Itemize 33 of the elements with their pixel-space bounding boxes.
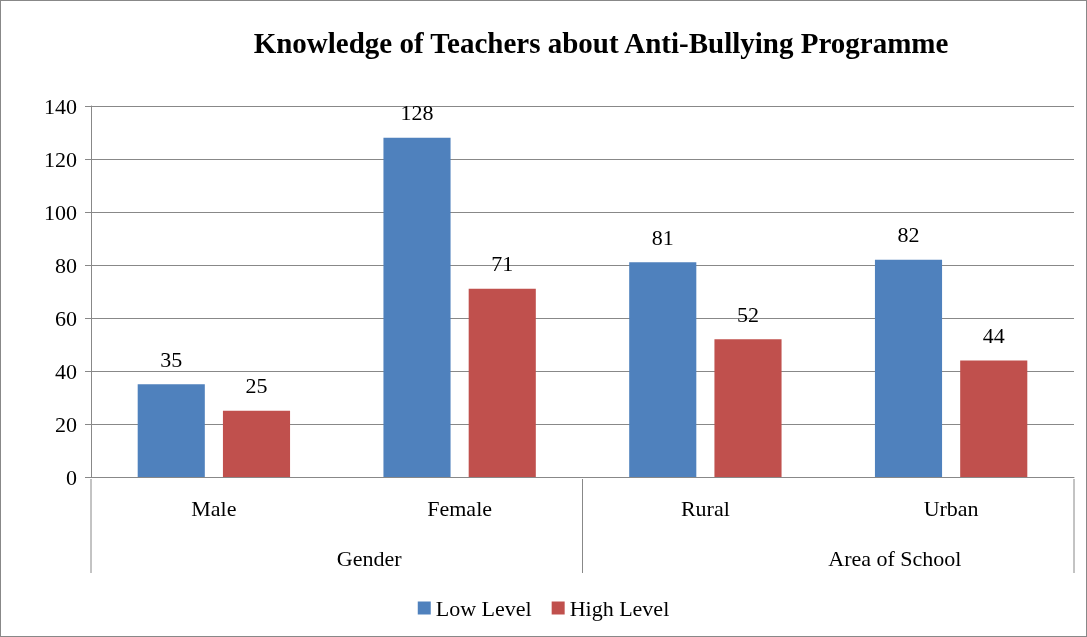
bar	[222, 410, 291, 477]
data-label: 128	[400, 100, 434, 126]
text: Area of School	[828, 545, 962, 571]
y-tick-label: 20	[55, 411, 77, 437]
data-label: 35	[160, 346, 183, 372]
bar	[960, 360, 1028, 477]
data-label: 44	[982, 322, 1005, 348]
legend-label: High Level	[569, 595, 670, 621]
bar	[468, 288, 536, 477]
x-tick-label: Female	[427, 495, 493, 521]
legend-label: Low Level	[435, 595, 532, 621]
x-tick-label: Urban	[923, 495, 979, 521]
data-label: 71	[491, 251, 514, 277]
bar	[714, 339, 782, 477]
data-label: 25	[245, 373, 268, 399]
text: Gender	[336, 545, 403, 571]
y-tick-label: 140	[44, 93, 77, 119]
bar	[874, 259, 943, 477]
y-tick-label: 60	[55, 305, 77, 331]
y-tick-label: 0	[66, 464, 77, 490]
y-tick-label: 120	[44, 146, 77, 172]
data-label: 52	[737, 301, 759, 327]
bar	[137, 384, 205, 477]
data-label: 82	[897, 222, 920, 248]
y-tick-label: 80	[55, 252, 77, 278]
data-label: 81	[651, 224, 674, 250]
bar	[383, 137, 451, 477]
x-tick-label: Male	[191, 495, 237, 521]
chart-title: Knowledge of Teachers about Anti-Bullying Programme	[253, 26, 949, 59]
x-tick-label: Rural	[680, 495, 730, 521]
y-tick-label: 100	[44, 199, 77, 225]
bar	[629, 262, 697, 477]
y-tick-label: 40	[55, 358, 77, 384]
